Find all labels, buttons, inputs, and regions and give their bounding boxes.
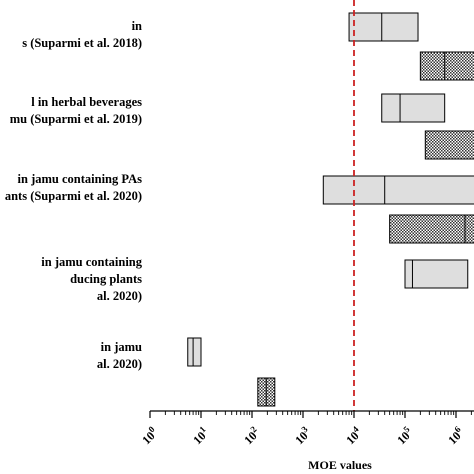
- box-1-solid: [381, 93, 446, 123]
- box-2-hatched: [389, 214, 474, 244]
- box-3-solid: [404, 259, 469, 289]
- svg-text:103: 103: [291, 424, 314, 447]
- plot-area: [187, 0, 474, 411]
- x-axis: 100 101 102 103 104 105 106 MOE values: [138, 410, 474, 472]
- svg-text:102: 102: [240, 424, 263, 447]
- svg-text:100: 100: [138, 424, 161, 447]
- box-0-hatched: [419, 51, 474, 81]
- group-label-1-line-0: l in herbal beverages: [31, 95, 142, 109]
- group-label-2-line-1: ants (Suparmi et al. 2020): [5, 189, 142, 203]
- group-label-2-line-0: in jamu containing PAs: [18, 172, 143, 186]
- x-tick-label-5: 105: [393, 424, 416, 447]
- svg-text:106: 106: [444, 424, 467, 447]
- group-label-0-line-0: in: [132, 19, 142, 33]
- box-2-solid: [322, 175, 474, 205]
- x-tick-label-4: 104: [342, 424, 365, 447]
- x-tick-label-2: 102: [240, 424, 263, 447]
- x-axis-title: MOE values: [308, 458, 372, 472]
- group-label-4-line-0: in jamu: [101, 340, 142, 354]
- group-label-4-line-1: al. 2020): [97, 357, 142, 371]
- svg-text:104: 104: [342, 424, 365, 447]
- group-label-1-line-1: mu (Suparmi et al. 2019): [10, 112, 142, 126]
- x-tick-label-6: 106: [444, 424, 467, 447]
- svg-text:101: 101: [189, 424, 212, 447]
- group-labels: in s (Suparmi et al. 2018) l in herbal bev…: [5, 19, 143, 371]
- svg-text:105: 105: [393, 424, 416, 447]
- x-tick-label-0: 100: [138, 424, 161, 447]
- group-label-3-line-1: ducing plants: [70, 272, 142, 286]
- box-0-solid: [348, 12, 419, 42]
- box-1-hatched: [424, 130, 474, 160]
- x-tick-label-1: 101: [189, 424, 212, 447]
- group-label-3-line-0: in jamu containing: [41, 255, 142, 269]
- box-4-solid: [187, 337, 202, 367]
- x-tick-label-3: 103: [291, 424, 314, 447]
- group-label-0-line-1: s (Suparmi et al. 2018): [22, 36, 142, 50]
- group-label-3-line-2: al. 2020): [97, 289, 142, 303]
